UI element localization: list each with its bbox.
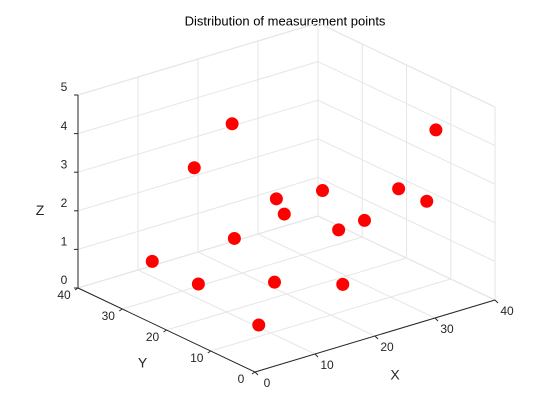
grid-line — [317, 215, 496, 301]
x-tick — [254, 371, 259, 376]
z-tick-label: 1 — [61, 235, 68, 249]
y-tick-label: 10 — [190, 351, 204, 365]
grid-line — [317, 22, 496, 108]
z-tick-label: 4 — [61, 119, 68, 133]
grid-line — [122, 236, 363, 310]
x-tick-label: 20 — [380, 340, 394, 354]
data-point — [316, 184, 329, 198]
z-tick-label: 3 — [61, 157, 68, 171]
grid-line — [317, 138, 496, 224]
data-point — [336, 277, 350, 291]
data-point — [225, 117, 239, 131]
x-tick-label: 40 — [500, 304, 514, 318]
x-tick-label: 0 — [264, 376, 271, 390]
data-point — [429, 123, 443, 137]
grid-line — [77, 138, 319, 212]
z-axis-label: Z — [36, 202, 45, 218]
y-tick — [118, 308, 123, 312]
data-point — [268, 275, 281, 289]
z-tick-label: 5 — [61, 80, 68, 94]
y-tick-label: 20 — [146, 330, 160, 344]
data-point — [277, 207, 291, 221]
grid-line — [317, 99, 496, 185]
x-tick — [314, 353, 319, 358]
y-tick-label: 40 — [57, 288, 71, 302]
grid-line — [317, 176, 496, 262]
data-point — [269, 192, 283, 206]
z-tick-label: 0 — [61, 273, 68, 287]
x-tick — [374, 335, 379, 340]
x-tick-label: 10 — [320, 358, 334, 372]
grid-line — [77, 22, 319, 96]
x-tick-label: 30 — [440, 322, 454, 336]
y-tick — [163, 329, 167, 333]
data-point — [191, 277, 205, 291]
y-axis-label: Y — [138, 355, 148, 371]
data-point — [392, 182, 406, 196]
grid-line — [77, 215, 319, 289]
grid-line — [77, 99, 319, 173]
grid-line — [210, 278, 451, 352]
data-point — [358, 213, 371, 227]
data-point — [332, 223, 346, 237]
grid-line — [77, 176, 319, 250]
x-tick — [494, 299, 499, 304]
data-point — [187, 161, 201, 175]
x-axis-label: X — [390, 367, 400, 383]
chart-title: Distribution of measurement points — [185, 13, 386, 28]
y-tick-label: 30 — [102, 309, 116, 323]
grid-line — [166, 257, 407, 331]
data-point — [420, 194, 434, 208]
y-tick — [207, 350, 212, 354]
grid-line — [77, 61, 319, 135]
y-tick — [251, 371, 256, 375]
data-point — [227, 231, 241, 245]
data-point — [145, 254, 159, 268]
z-tick-label: 2 — [61, 196, 68, 210]
grid-line — [317, 61, 496, 147]
data-point — [252, 318, 266, 332]
x-tick — [434, 317, 439, 322]
y-tick-label: 0 — [238, 372, 245, 386]
